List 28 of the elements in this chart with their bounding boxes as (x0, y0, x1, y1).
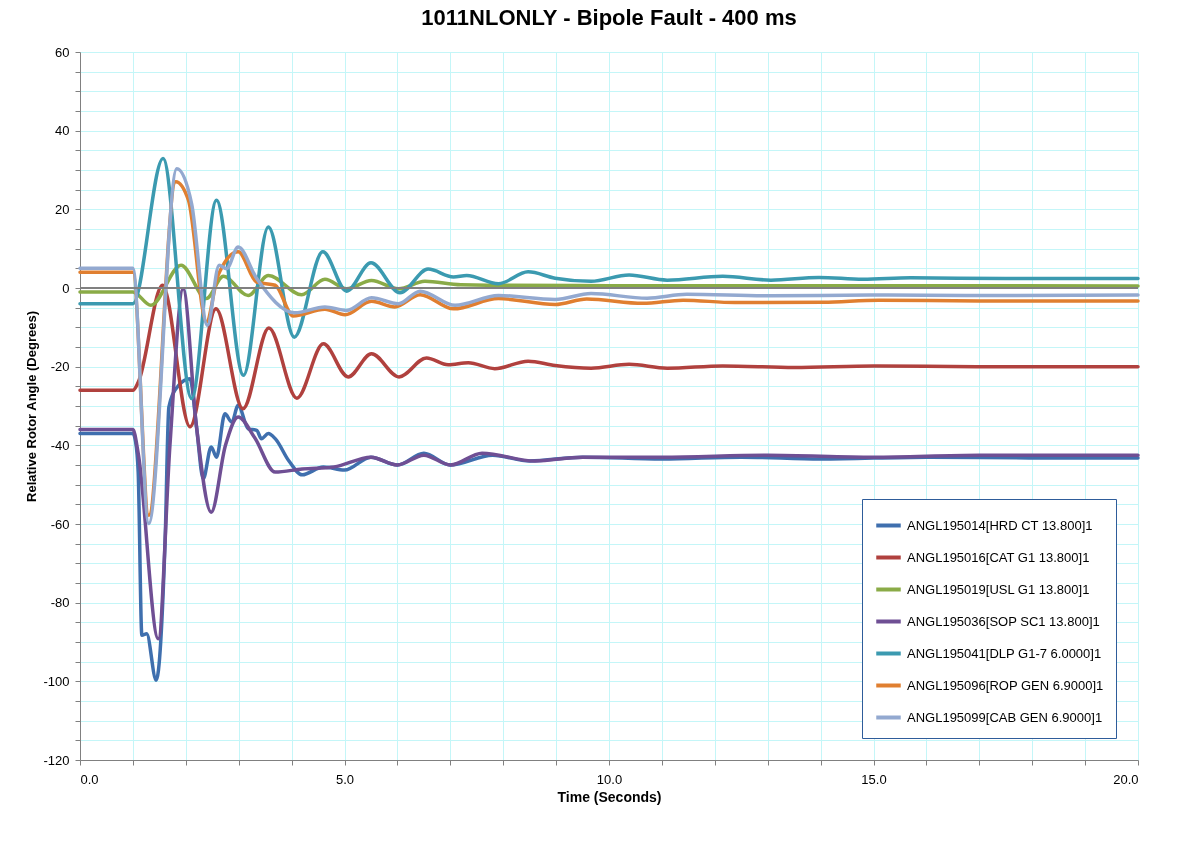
legend-label: ANGL195019[USL G1 13.800]1 (907, 581, 1090, 597)
x-tick-label: 10.0 (596, 771, 623, 787)
legend-label: ANGL195041[DLP G1-7 6.0000]1 (907, 645, 1102, 661)
line-series (78, 287, 1140, 641)
legend-label: ANGL195016[CAT G1 13.800]1 (907, 549, 1090, 565)
y-tick-label: -80 (50, 595, 70, 611)
x-tick-label: 20.0 (1113, 771, 1139, 787)
legend-label: ANGL195014[HRD CT 13.800]1 (907, 517, 1093, 533)
y-tick-label: -100 (43, 673, 70, 689)
y-tick-label: -120 (43, 752, 70, 768)
y-tick-label: -40 (50, 437, 70, 453)
y-tick-label: -20 (50, 359, 70, 375)
y-axis-title: Relative Rotor Angle (Degrees) (24, 311, 40, 502)
x-tick-label: 5.0 (335, 771, 355, 787)
line-series (78, 156, 1140, 401)
x-tick-label: 0.0 (80, 771, 99, 787)
line-series (78, 283, 1140, 429)
y-tick-label: 20 (55, 201, 70, 217)
y-tick-label: -60 (50, 516, 70, 532)
legend-label: ANGL195096[ROP GEN 6.9000]1 (907, 677, 1104, 693)
legend-label: ANGL195099[CAB GEN 6.9000]1 (907, 709, 1103, 725)
x-tick-label: 15.0 (861, 771, 887, 787)
x-axis-title: Time (Seconds) (557, 788, 662, 805)
y-tick-label: 60 (55, 44, 70, 60)
legend-label: ANGL195036[SOP SC1 13.800]1 (907, 613, 1100, 629)
chart-title: 1011NLONLY - Bipole Fault - 400 ms (421, 5, 797, 30)
y-tick-label: 0 (62, 280, 70, 296)
y-tick-label: 40 (55, 123, 70, 139)
